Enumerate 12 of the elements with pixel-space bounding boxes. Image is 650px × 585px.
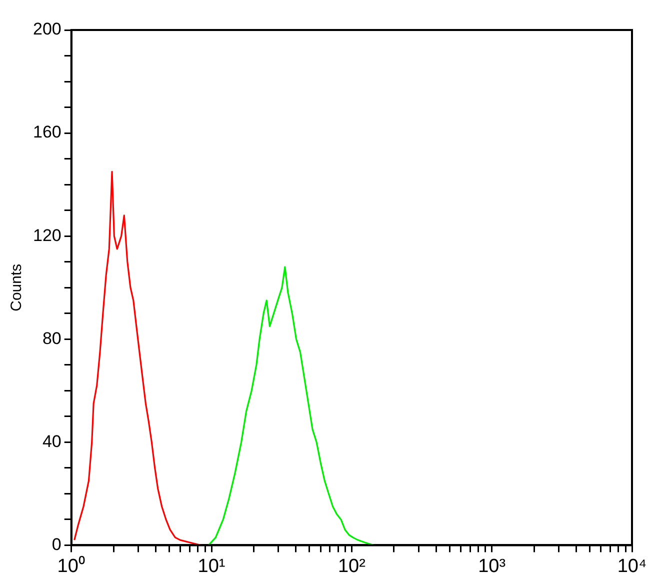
x-tick-label: 10⁴ [617,556,647,577]
y-axis-title: Counts [8,264,26,312]
y-tick-label: 40 [42,432,62,451]
x-tick-label: 10³ [478,556,506,577]
x-tick-label: 10² [338,556,366,577]
x-tick-label: 10⁰ [57,554,86,577]
y-tick-label: 0 [52,534,62,554]
y-tick-label: 120 [32,226,62,245]
y-tick-label: 80 [42,328,62,348]
x-tick-label: 10¹ [198,556,226,577]
y-tick-label: 200 [32,20,62,39]
y-tick-label: 160 [32,122,62,142]
